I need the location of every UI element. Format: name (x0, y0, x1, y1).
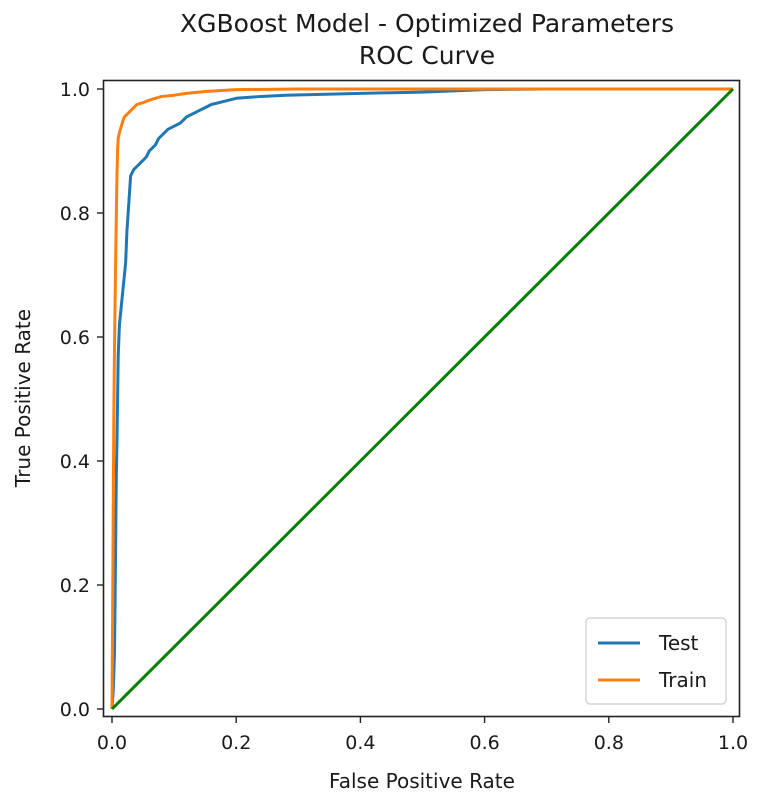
y-tick-label: 0.4 (60, 451, 90, 473)
y-tick-label: 0.2 (60, 575, 90, 597)
y-tick-label: 0.8 (60, 203, 90, 225)
chart-title: XGBoost Model - Optimized Parameters (180, 9, 674, 38)
legend: Test Train (585, 617, 727, 705)
y-tick-label: 0.6 (60, 327, 90, 349)
y-tick-label: 1.0 (60, 79, 90, 101)
legend-label-test: Test (658, 631, 699, 655)
legend-box (585, 617, 727, 705)
x-tick-label: 0.8 (594, 732, 624, 754)
y-axis-ticks: 0.0 0.2 0.4 0.6 0.8 1.0 (60, 79, 104, 721)
series-layer (110, 87, 735, 711)
legend-label-train: Train (658, 668, 707, 692)
y-axis-label: True Positive Rate (11, 309, 35, 488)
x-axis-label: False Positive Rate (329, 769, 515, 793)
x-tick-label: 0.0 (97, 732, 127, 754)
x-tick-label: 0.2 (221, 732, 251, 754)
plot-frame (102, 79, 741, 718)
chart-subtitle: ROC Curve (359, 41, 495, 70)
x-tick-label: 0.4 (345, 732, 375, 754)
x-axis-ticks: 0.0 0.2 0.4 0.6 0.8 1.0 (97, 716, 748, 754)
series-line-train (110, 87, 733, 710)
x-tick-label: 1.0 (718, 732, 748, 754)
series-line-chance (110, 87, 735, 711)
y-tick-label: 0.0 (60, 699, 90, 721)
series-line-test (110, 87, 733, 710)
x-tick-label: 0.6 (469, 732, 499, 754)
